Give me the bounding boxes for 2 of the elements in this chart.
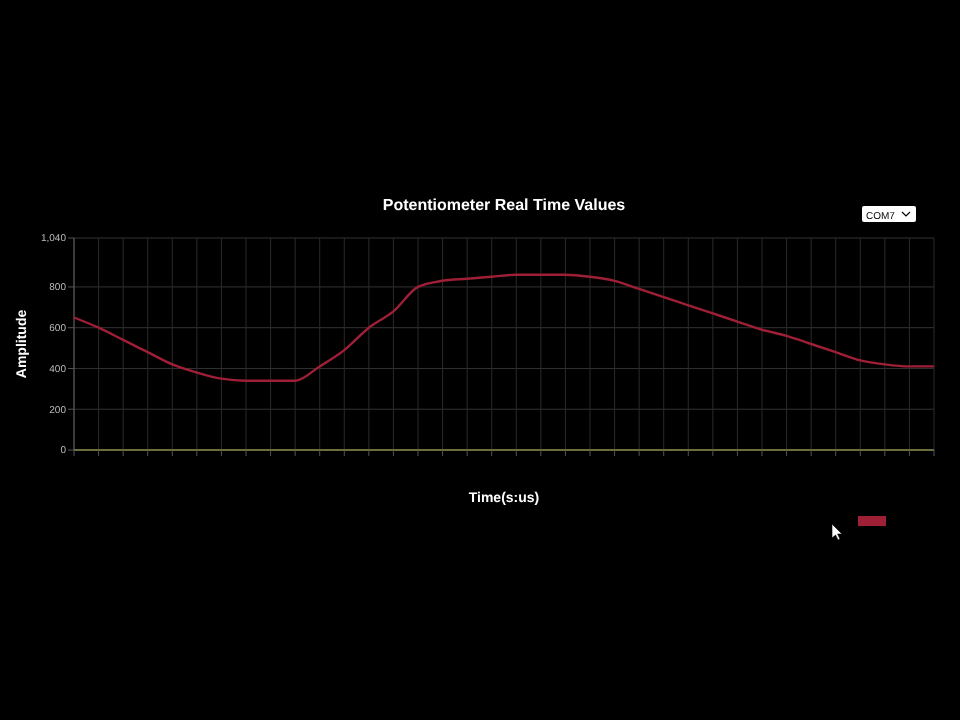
chart-title: Potentiometer Real Time Values [382, 196, 627, 214]
line-series [72, 273, 936, 382]
